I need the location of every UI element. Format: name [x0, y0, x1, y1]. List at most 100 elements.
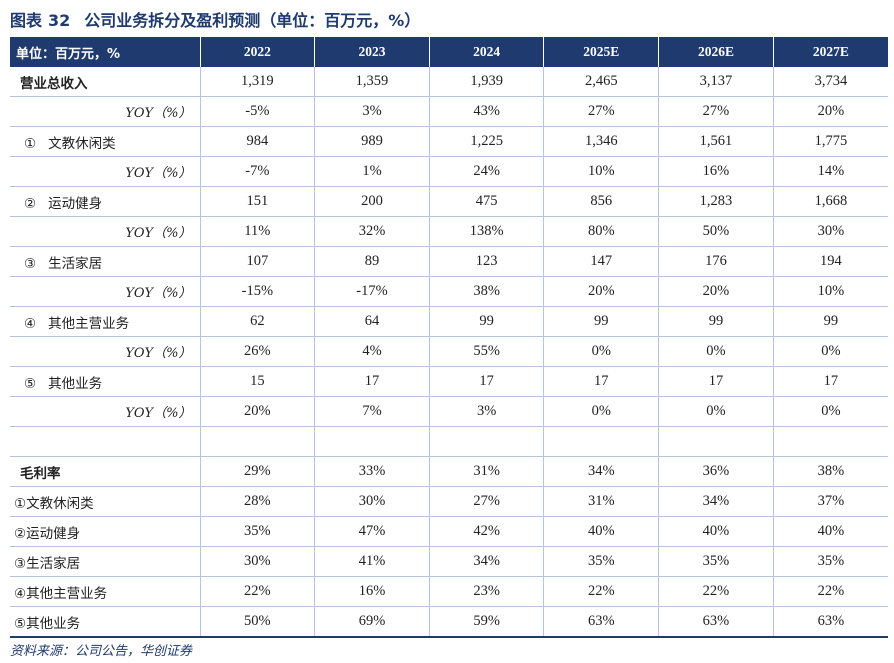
row-label: ④其他主营业务 — [10, 576, 201, 607]
table-row: ③生活家居 30% 41% 34% 35% 35% 35% — [10, 546, 888, 577]
row-label: ②运动健身 — [10, 516, 201, 547]
empty-cell — [314, 426, 430, 457]
table-row: YOY（%） 26% 4% 55% 0% 0% 0% — [10, 336, 888, 367]
value-cell: 1,283 — [658, 186, 774, 217]
value-cell: 20% — [658, 276, 774, 307]
value-cell: 138% — [429, 216, 545, 247]
header-year: 2025E — [543, 37, 660, 67]
table-row: ④ 其他主营业务 62 64 99 99 99 99 — [10, 306, 888, 337]
value-cell: 20% — [543, 276, 660, 307]
value-cell: 35% — [658, 546, 774, 577]
value-cell: 26% — [200, 336, 316, 367]
value-cell: 3,137 — [658, 67, 774, 97]
value-cell: 50% — [200, 606, 316, 638]
value-cell: 27% — [429, 486, 545, 517]
forecast-table-container: 单位：百万元，% 2022 2023 2024 2025E 2026E 2027… — [10, 37, 888, 638]
header-unit-label: 单位：百万元，% — [10, 37, 201, 67]
table-row: YOY（%） 11% 32% 138% 80% 50% 30% — [10, 216, 888, 247]
value-cell: -15% — [200, 276, 316, 307]
row-label: YOY（%） — [10, 216, 201, 247]
table-row: 营业总收入 1,319 1,359 1,939 2,465 3,137 3,734 — [10, 67, 888, 97]
value-cell: 63% — [543, 606, 660, 638]
value-cell: 17 — [658, 366, 774, 397]
header-year: 2022 — [200, 37, 316, 67]
value-cell: 63% — [658, 606, 774, 638]
empty-cell — [200, 426, 316, 457]
value-cell: 0% — [773, 336, 888, 367]
value-cell: 3% — [314, 96, 430, 127]
value-cell: 22% — [543, 576, 660, 607]
segment-label: 文教休闲类 — [48, 135, 116, 152]
value-cell: 1,359 — [314, 67, 430, 97]
value-cell: 31% — [429, 456, 545, 487]
row-label: ⑤其他业务 — [10, 606, 201, 638]
value-cell: 1,319 — [200, 67, 316, 97]
table-row: ①文教休闲类 28% 30% 27% 31% 34% 37% — [10, 486, 888, 517]
value-cell: 64 — [314, 306, 430, 337]
value-cell: 28% — [200, 486, 316, 517]
value-cell: 7% — [314, 396, 430, 427]
value-cell: -17% — [314, 276, 430, 307]
empty-cell — [773, 426, 888, 457]
value-cell: 22% — [773, 576, 888, 607]
value-cell: 0% — [543, 396, 660, 427]
value-cell: 36% — [658, 456, 774, 487]
table-row: ②运动健身 35% 47% 42% 40% 40% 40% — [10, 516, 888, 547]
value-cell: 50% — [658, 216, 774, 247]
table-row: YOY（%） -15% -17% 38% 20% 20% 10% — [10, 276, 888, 307]
table-row: YOY（%） 20% 7% 3% 0% 0% 0% — [10, 396, 888, 427]
value-cell: 1,346 — [543, 126, 660, 157]
value-cell: 99 — [658, 306, 774, 337]
value-cell: 31% — [543, 486, 660, 517]
value-cell: 34% — [658, 486, 774, 517]
value-cell: 3% — [429, 396, 545, 427]
value-cell: 40% — [773, 516, 888, 547]
value-cell: 0% — [658, 396, 774, 427]
value-cell: 17 — [543, 366, 660, 397]
header-year: 2023 — [314, 37, 430, 67]
figure-title-text: 公司业务拆分及盈利预测（单位：百万元，%） — [84, 11, 421, 30]
value-cell: 176 — [658, 246, 774, 277]
empty-cell — [658, 426, 774, 457]
segment-number: ⑤ — [24, 375, 37, 392]
value-cell: 47% — [314, 516, 430, 547]
value-cell: 2,465 — [543, 67, 660, 97]
value-cell: 194 — [773, 246, 888, 277]
table-row — [10, 426, 888, 457]
segment-number: ② — [24, 195, 37, 212]
value-cell: 147 — [543, 246, 660, 277]
value-cell: 32% — [314, 216, 430, 247]
table-row: ② 运动健身 151 200 475 856 1,283 1,668 — [10, 186, 888, 217]
value-cell: 4% — [314, 336, 430, 367]
value-cell: 22% — [200, 576, 316, 607]
value-cell: 0% — [543, 336, 660, 367]
segment-label: 运动健身 — [48, 195, 103, 212]
value-cell: 35% — [543, 546, 660, 577]
value-cell: 27% — [543, 96, 660, 127]
value-cell: 1% — [314, 156, 430, 187]
segment-label: 生活家居 — [48, 255, 103, 272]
value-cell: 34% — [429, 546, 545, 577]
table-row: YOY（%） -5% 3% 43% 27% 27% 20% — [10, 96, 888, 127]
value-cell: 984 — [200, 126, 316, 157]
segment-number: ③ — [24, 255, 37, 272]
empty-cell — [543, 426, 660, 457]
value-cell: 40% — [543, 516, 660, 547]
value-cell: 0% — [658, 336, 774, 367]
header-year: 2024 — [429, 37, 545, 67]
segment-number: ④ — [24, 315, 37, 332]
value-cell: 11% — [200, 216, 316, 247]
header-year: 2027E — [773, 37, 888, 67]
value-cell: 24% — [429, 156, 545, 187]
table-row: ⑤其他业务 50% 69% 59% 63% 63% 63% — [10, 606, 888, 638]
row-label: ① 文教休闲类 — [10, 126, 201, 157]
value-cell: 200 — [314, 186, 430, 217]
value-cell: 10% — [543, 156, 660, 187]
value-cell: 38% — [429, 276, 545, 307]
row-label: ③ 生活家居 — [10, 246, 201, 277]
value-cell: 123 — [429, 246, 545, 277]
value-cell: 3,734 — [773, 67, 888, 97]
figure-title: 图表 32 公司业务拆分及盈利预测（单位：百万元，%） — [10, 6, 420, 36]
value-cell: 59% — [429, 606, 545, 638]
